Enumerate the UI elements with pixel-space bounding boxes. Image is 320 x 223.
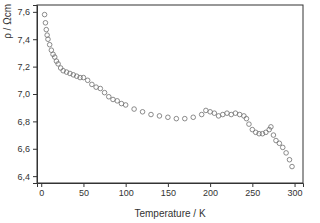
- y-tick-mark: [33, 39, 37, 40]
- data-point: [284, 151, 289, 156]
- y-tick-label: 6,6: [17, 144, 30, 154]
- x-tick-mark: [252, 183, 253, 187]
- y-tick-mark: [33, 121, 37, 122]
- data-point: [191, 115, 196, 120]
- x-tick-label: 250: [245, 188, 260, 198]
- y-axis-title: ρ / Ωcm: [2, 4, 13, 39]
- data-points: [42, 12, 294, 169]
- x-tick-mark: [41, 183, 42, 187]
- x-tick-label: 0: [39, 188, 44, 198]
- data-point: [132, 107, 137, 112]
- x-tick-mark: [295, 183, 296, 187]
- data-point: [46, 37, 51, 42]
- x-tick-mark: [83, 183, 84, 187]
- data-point: [199, 112, 204, 117]
- data-point: [287, 157, 292, 162]
- x-tick-label: 200: [203, 188, 218, 198]
- data-point: [102, 90, 107, 95]
- x-tick-mark: [168, 183, 169, 187]
- y-tick: 7,2: [17, 62, 37, 72]
- y-tick-label: 7,6: [17, 7, 30, 17]
- x-tick-label: 100: [119, 188, 134, 198]
- chart: 0 50 100 150 200 250 300 6,4 6,6 6,8 7,0 7,2 7,4 7,6 T…: [0, 0, 320, 223]
- y-tick-mark: [33, 12, 37, 13]
- y-tick-mark: [33, 176, 37, 177]
- plot: 0 50 100 150 200 250 300 6,4 6,6 6,8 7,0 7,2 7,4 7,6: [17, 5, 303, 198]
- data-point: [90, 82, 95, 87]
- data-point: [290, 164, 295, 169]
- data-point: [247, 122, 252, 127]
- y-tick-label: 7,4: [17, 35, 30, 45]
- data-point: [98, 86, 103, 91]
- x-axis: 0 50 100 150 200 250 300: [38, 183, 304, 198]
- x-tick-mark: [210, 183, 211, 187]
- y-tick: 7,4: [17, 35, 37, 45]
- x-tick: 50: [79, 183, 89, 198]
- data-point: [244, 116, 249, 121]
- data-point: [81, 75, 86, 80]
- y-axis: 6,4 6,6 6,8 7,0 7,2 7,4 7,6: [17, 6, 37, 184]
- x-axis-line: [38, 184, 304, 188]
- data-point: [47, 42, 52, 47]
- y-axis-line: [33, 6, 38, 184]
- data-point: [212, 111, 217, 116]
- y-tick: 6,8: [17, 117, 37, 127]
- y-tick-mark: [33, 67, 37, 68]
- x-tick: 300: [288, 183, 303, 198]
- data-point: [166, 115, 171, 120]
- x-axis-title: Temperature / K: [134, 208, 205, 219]
- data-point: [242, 114, 247, 119]
- y-tick-mark: [33, 94, 37, 95]
- x-tick-label: 300: [288, 188, 303, 198]
- y-tick-label: 7,2: [17, 62, 30, 72]
- data-point: [42, 12, 47, 17]
- x-tick-label: 150: [161, 188, 176, 198]
- data-point: [182, 116, 187, 121]
- x-tick: 150: [161, 183, 176, 198]
- data-point: [44, 27, 49, 32]
- y-tick-label: 7,0: [17, 89, 30, 99]
- data-point: [106, 94, 111, 99]
- data-point: [140, 110, 145, 115]
- data-point: [280, 145, 285, 150]
- x-tick-label: 50: [79, 188, 89, 198]
- data-point: [269, 125, 274, 130]
- x-tick: 0: [39, 183, 44, 198]
- y-tick: 7,0: [17, 89, 37, 99]
- data-point: [271, 133, 276, 138]
- data-point: [115, 99, 120, 104]
- x-tick: 250: [245, 183, 260, 198]
- y-tick-label: 6,8: [17, 117, 30, 127]
- x-tick: 100: [119, 183, 134, 198]
- plot-frame: [37, 5, 303, 183]
- data-point: [277, 141, 282, 146]
- y-tick: 6,4: [17, 172, 37, 182]
- data-point: [149, 112, 154, 117]
- x-tick-mark: [126, 183, 127, 187]
- data-point: [123, 103, 128, 108]
- y-tick: 6,6: [17, 144, 37, 154]
- data-point: [58, 66, 63, 71]
- data-point: [157, 114, 162, 119]
- data-point: [174, 116, 179, 121]
- x-tick: 200: [203, 183, 218, 198]
- data-point: [85, 78, 90, 83]
- y-tick: 7,6: [17, 7, 37, 17]
- y-tick-label: 6,4: [17, 172, 30, 182]
- y-tick-mark: [33, 149, 37, 150]
- data-point: [43, 21, 48, 26]
